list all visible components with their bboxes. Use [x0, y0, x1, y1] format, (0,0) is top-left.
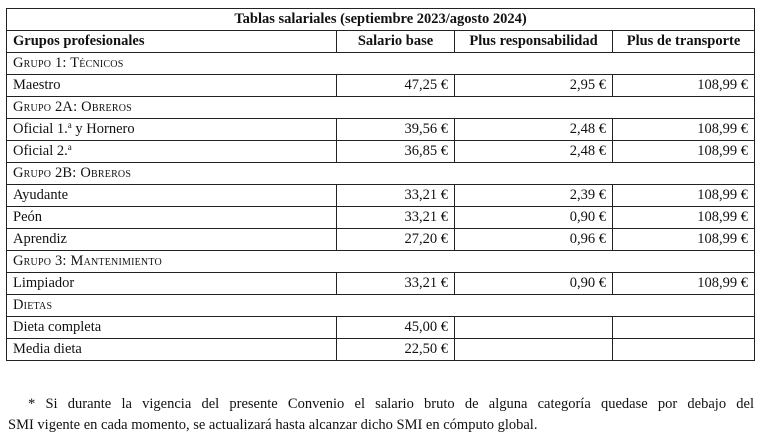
row-base: 33,21 €	[336, 206, 455, 229]
row-name-pre: Oficial 2.	[13, 143, 68, 159]
group-label: Grupo 2A: Obreros	[5, 96, 756, 119]
row-name: Aprendiz	[6, 228, 337, 251]
table-header-row: Grupos profesionales Salario base Plus r…	[6, 30, 756, 53]
table-title-row: Tablas salariales (septiembre 2023/agost…	[5, 8, 756, 31]
row-transp: 108,99 €	[611, 140, 756, 163]
row-transp: 108,99 €	[611, 118, 756, 141]
footnote-line-1: * Si durante la vigencia del presente Co…	[28, 396, 754, 412]
table-row: Dieta completa 45,00 €	[6, 316, 756, 339]
header-base-salary: Salario base	[336, 30, 455, 53]
row-name: Media dieta	[6, 338, 337, 361]
row-name: Ayudante	[6, 184, 337, 207]
row-name-post: y Hornero	[71, 121, 135, 137]
row-name-sup: a	[67, 120, 72, 130]
group-row: Grupo 3: Mantenimiento	[5, 250, 756, 273]
header-responsibility: Plus responsabilidad	[454, 30, 613, 53]
row-base: 33,21 €	[336, 272, 455, 295]
row-name-sup: a	[67, 142, 72, 152]
row-resp: 2,39 €	[454, 184, 613, 207]
table-row: Maestro 47,25 € 2,95 € 108,99 €	[6, 74, 756, 97]
table-row: Oficial 1.a y Hornero 39,56 € 2,48 € 108…	[6, 118, 756, 141]
row-name: Oficial 1.a y Hornero	[6, 118, 337, 141]
group-row: Grupo 2A: Obreros	[5, 96, 756, 119]
footnote-line-2: SMI vigente en cada momento, se actualiz…	[8, 417, 538, 433]
row-transp	[611, 338, 756, 361]
row-resp	[454, 338, 613, 361]
row-base: 36,85 €	[336, 140, 455, 163]
row-resp	[454, 316, 613, 339]
row-base: 39,56 €	[336, 118, 455, 141]
row-resp: 0,90 €	[454, 272, 613, 295]
group-row: Grupo 2B: Obreros	[5, 162, 756, 185]
table-row: Oficial 2.a 36,85 € 2,48 € 108,99 €	[6, 140, 756, 163]
header-groups: Grupos profesionales	[6, 30, 337, 53]
table-title: Tablas salariales (septiembre 2023/agost…	[5, 8, 756, 31]
row-name: Maestro	[6, 74, 337, 97]
row-name: Dieta completa	[6, 316, 337, 339]
group-label: Dietas	[5, 294, 756, 317]
row-resp: 0,90 €	[454, 206, 613, 229]
row-base: 47,25 €	[336, 74, 455, 97]
table-row: Ayudante 33,21 € 2,39 € 108,99 €	[6, 184, 756, 207]
row-transp: 108,99 €	[611, 228, 756, 251]
row-transp: 108,99 €	[611, 184, 756, 207]
group-row: Dietas	[5, 294, 756, 317]
row-name: Limpiador	[6, 272, 337, 295]
row-transp: 108,99 €	[611, 206, 756, 229]
row-resp: 0,96 €	[454, 228, 613, 251]
salary-table: Tablas salariales (septiembre 2023/agost…	[5, 8, 756, 361]
footnote: * Si durante la vigencia del presente Co…	[8, 394, 754, 436]
row-base: 33,21 €	[336, 184, 455, 207]
row-transp: 108,99 €	[611, 74, 756, 97]
row-base: 45,00 €	[336, 316, 455, 339]
table-row: Aprendiz 27,20 € 0,96 € 108,99 €	[6, 228, 756, 251]
group-row: Grupo 1: Técnicos	[5, 52, 756, 75]
row-resp: 2,48 €	[454, 140, 613, 163]
row-resp: 2,95 €	[454, 74, 613, 97]
group-label: Grupo 3: Mantenimiento	[5, 250, 756, 273]
row-base: 22,50 €	[336, 338, 455, 361]
table-row: Media dieta 22,50 €	[6, 338, 756, 361]
table-row: Limpiador 33,21 € 0,90 € 108,99 €	[6, 272, 756, 295]
row-transp	[611, 316, 756, 339]
row-name: Peón	[6, 206, 337, 229]
row-resp: 2,48 €	[454, 118, 613, 141]
row-base: 27,20 €	[336, 228, 455, 251]
row-name-pre: Oficial 1.	[13, 121, 68, 137]
table-row: Peón 33,21 € 0,90 € 108,99 €	[6, 206, 756, 229]
group-label: Grupo 1: Técnicos	[5, 52, 756, 75]
header-transport: Plus de transporte	[611, 30, 756, 53]
group-label: Grupo 2B: Obreros	[5, 162, 756, 185]
row-name: Oficial 2.a	[6, 140, 337, 163]
row-transp: 108,99 €	[611, 272, 756, 295]
